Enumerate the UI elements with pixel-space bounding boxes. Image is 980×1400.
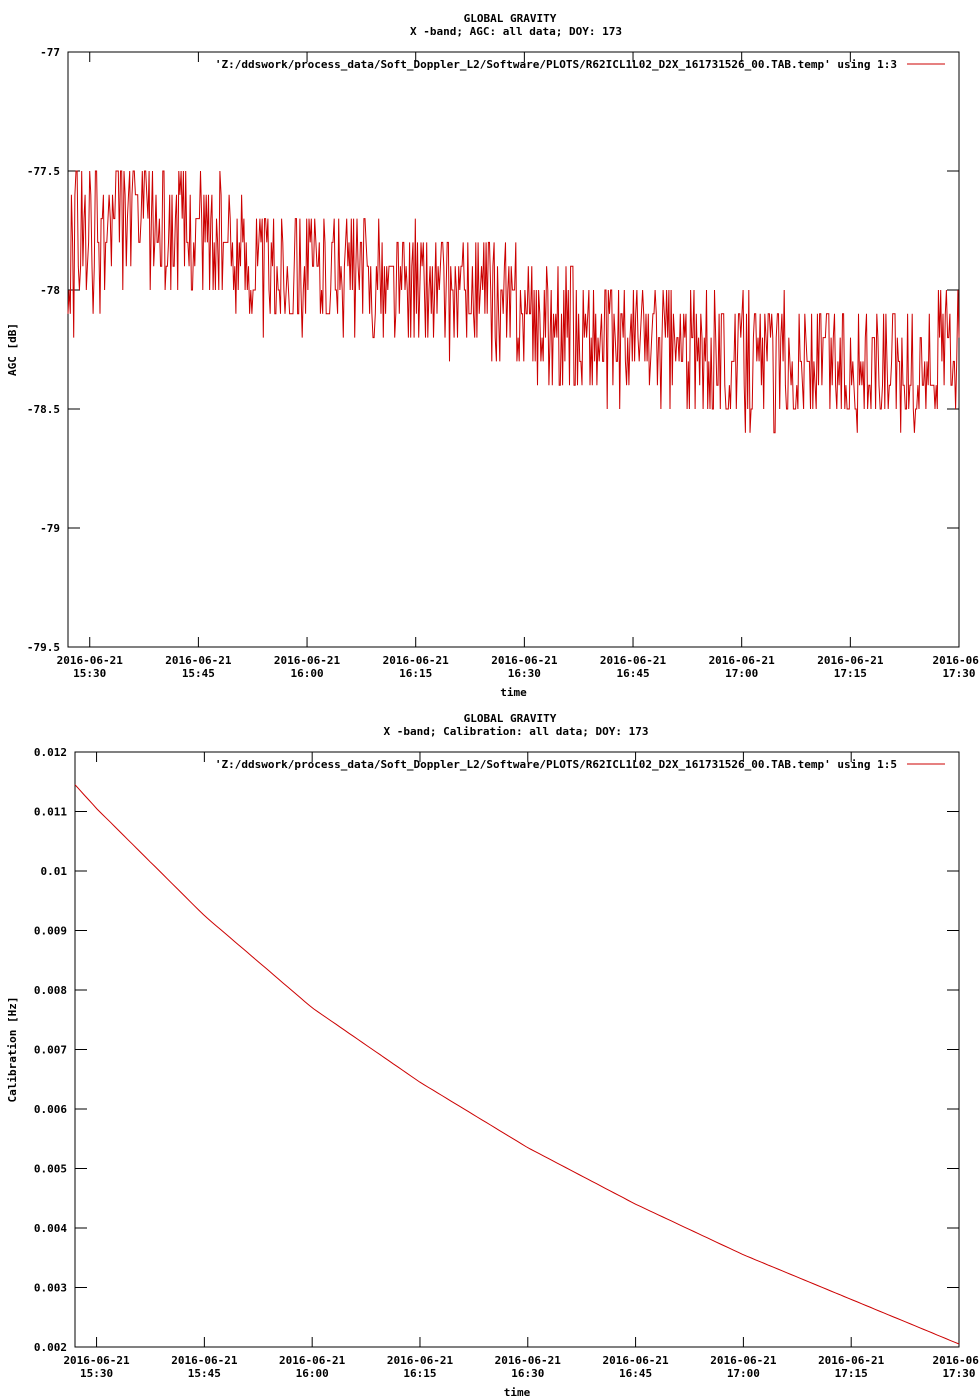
x-tick-time: 17:15 — [834, 667, 867, 680]
x-tick-date: 2016-06-21 — [383, 654, 450, 667]
y-tick-label: -78 — [40, 284, 60, 297]
y-tick-label: 0.004 — [34, 1222, 67, 1235]
series-line — [67, 170, 960, 434]
plot-frame — [67, 51, 960, 648]
x-axis-label: time — [500, 686, 527, 699]
y-tick-label: 0.008 — [34, 984, 67, 997]
x-tick-time: 16:45 — [616, 667, 649, 680]
x-tick-date: 2016-06-21 — [600, 654, 667, 667]
y-tick-label: 0.01 — [41, 865, 68, 878]
x-tick-date: 2016-06-21 — [63, 1354, 130, 1367]
x-tick-time: 16:15 — [403, 1367, 436, 1380]
chart-subtitle: X -band; Calibration: all data; DOY: 173 — [384, 725, 649, 738]
y-tick-label: 0.012 — [34, 746, 67, 759]
x-tick-date: 2016-06-21 — [274, 654, 341, 667]
x-tick-date: 2016-06- — [933, 1354, 980, 1367]
x-tick-time: 17:30 — [942, 1367, 975, 1380]
series-line — [74, 784, 960, 1345]
x-tick-time: 15:30 — [73, 667, 106, 680]
chart-subtitle: X -band; AGC: all data; DOY: 173 — [410, 25, 622, 38]
x-tick-date: 2016-06-21 — [57, 654, 124, 667]
chart-title: GLOBAL GRAVITY — [464, 712, 557, 725]
chart-title: GLOBAL GRAVITY — [464, 12, 557, 25]
x-tick-time: 17:00 — [725, 667, 758, 680]
y-tick-label: -79 — [40, 522, 60, 535]
x-tick-time: 16:00 — [290, 667, 323, 680]
x-tick-date: 2016-06-21 — [171, 1354, 238, 1367]
x-tick-time: 16:45 — [619, 1367, 652, 1380]
y-tick-label: 0.002 — [34, 1341, 67, 1354]
plot-frame — [74, 751, 960, 1348]
y-tick-label: 0.003 — [34, 1282, 67, 1295]
x-tick-date: 2016-06-21 — [165, 654, 232, 667]
x-tick-time: 16:15 — [399, 667, 432, 680]
y-tick-label: 0.006 — [34, 1103, 67, 1116]
y-tick-label: 0.005 — [34, 1163, 67, 1176]
legend-label: 'Z:/ddswork/process_data/Soft_Doppler_L2… — [215, 758, 897, 771]
x-tick-date: 2016-06-21 — [602, 1354, 669, 1367]
y-tick-label: 0.011 — [34, 806, 67, 819]
y-axis-label: AGC [dB] — [6, 323, 19, 376]
x-tick-time: 15:30 — [80, 1367, 113, 1380]
x-tick-time: 17:15 — [835, 1367, 868, 1380]
y-tick-label: -77 — [40, 46, 60, 59]
x-tick-time: 17:30 — [942, 667, 975, 680]
x-tick-date: 2016-06-21 — [387, 1354, 454, 1367]
x-tick-time: 15:45 — [188, 1367, 221, 1380]
x-tick-date: 2016-06-21 — [817, 654, 884, 667]
legend-label: 'Z:/ddswork/process_data/Soft_Doppler_L2… — [215, 58, 897, 71]
y-tick-label: 0.009 — [34, 925, 67, 938]
y-tick-label: -79.5 — [27, 641, 60, 654]
x-tick-date: 2016-06- — [933, 654, 980, 667]
x-tick-date: 2016-06-21 — [709, 654, 776, 667]
x-axis-label: time — [504, 1386, 531, 1399]
x-tick-time: 15:45 — [182, 667, 215, 680]
x-tick-time: 16:30 — [511, 1367, 544, 1380]
x-tick-date: 2016-06-21 — [279, 1354, 346, 1367]
y-axis-label: Calibration [Hz] — [6, 997, 19, 1103]
x-tick-time: 16:00 — [296, 1367, 329, 1380]
x-tick-date: 2016-06-21 — [818, 1354, 885, 1367]
x-tick-time: 16:30 — [508, 667, 541, 680]
x-tick-date: 2016-06-21 — [710, 1354, 777, 1367]
x-tick-date: 2016-06-21 — [491, 654, 558, 667]
y-tick-label: -78.5 — [27, 403, 60, 416]
x-tick-date: 2016-06-21 — [495, 1354, 562, 1367]
y-tick-label: 0.007 — [34, 1044, 67, 1057]
x-tick-time: 17:00 — [727, 1367, 760, 1380]
y-tick-label: -77.5 — [27, 165, 60, 178]
